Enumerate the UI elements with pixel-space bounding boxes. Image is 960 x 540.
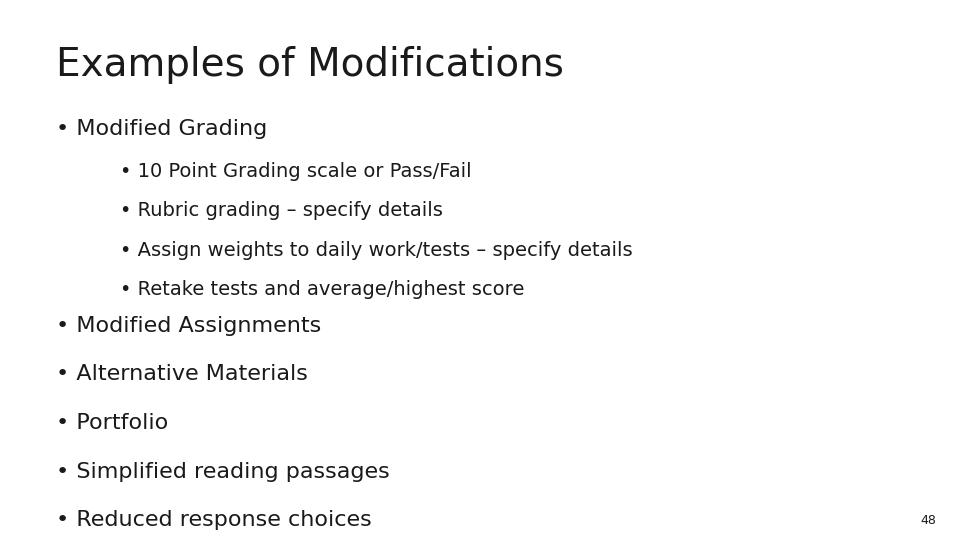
- Text: Examples of Modifications: Examples of Modifications: [56, 46, 564, 84]
- Text: • Simplified reading passages: • Simplified reading passages: [56, 462, 390, 482]
- Text: • Rubric grading – specify details: • Rubric grading – specify details: [120, 201, 443, 220]
- Text: • Retake tests and average/highest score: • Retake tests and average/highest score: [120, 280, 524, 299]
- Text: • Alternative Materials: • Alternative Materials: [56, 364, 307, 384]
- Text: • Modified Assignments: • Modified Assignments: [56, 316, 321, 336]
- Text: • Modified Grading: • Modified Grading: [56, 119, 267, 139]
- Text: 48: 48: [920, 514, 936, 526]
- Text: • Reduced response choices: • Reduced response choices: [56, 510, 372, 530]
- Text: • Portfolio: • Portfolio: [56, 413, 168, 433]
- Text: • Assign weights to daily work/tests – specify details: • Assign weights to daily work/tests – s…: [120, 241, 633, 260]
- Text: • 10 Point Grading scale or Pass/Fail: • 10 Point Grading scale or Pass/Fail: [120, 162, 471, 181]
